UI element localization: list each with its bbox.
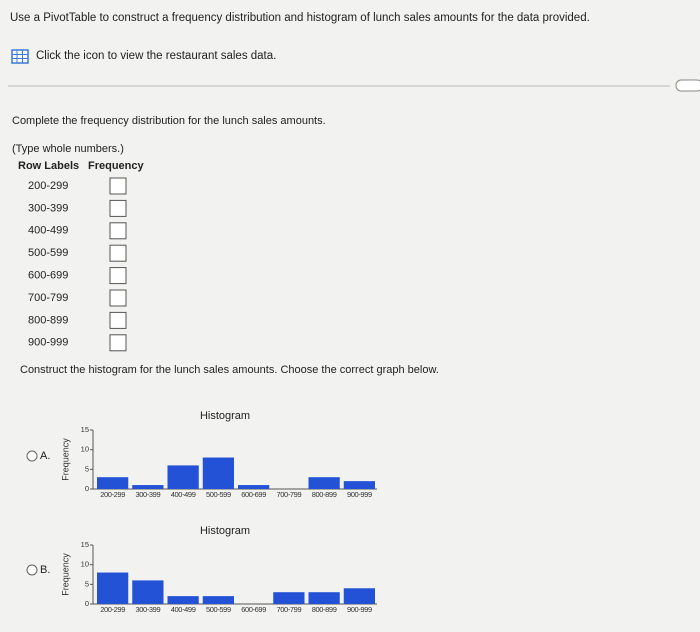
bar bbox=[343, 481, 375, 489]
frequency-input[interactable] bbox=[109, 267, 127, 285]
y-tick-label: 5 bbox=[85, 464, 89, 473]
bar bbox=[167, 596, 199, 604]
frequency-input[interactable] bbox=[109, 222, 127, 240]
x-tick-label: 700-799 bbox=[277, 490, 302, 499]
chart-title: Histogram bbox=[200, 410, 250, 422]
x-tick-label: 900-999 bbox=[347, 605, 372, 614]
y-axis-label: Frequency bbox=[60, 438, 70, 481]
frequency-input[interactable] bbox=[109, 177, 127, 195]
bar bbox=[132, 485, 164, 489]
row-label: 300-399 bbox=[28, 202, 68, 214]
x-tick-label: 500-599 bbox=[206, 490, 231, 499]
bar bbox=[132, 580, 164, 604]
row-label: 700-799 bbox=[28, 292, 68, 304]
prompt: Complete the frequency distribution for … bbox=[12, 115, 326, 127]
frequency-input[interactable] bbox=[109, 334, 127, 352]
y-tick-label: 5 bbox=[85, 579, 89, 588]
x-tick-label: 700-799 bbox=[277, 605, 302, 614]
bar bbox=[97, 572, 129, 604]
row-label: 600-699 bbox=[28, 270, 68, 282]
x-tick-label: 800-899 bbox=[312, 490, 337, 499]
bar bbox=[97, 477, 129, 489]
row-label: 500-599 bbox=[28, 247, 68, 259]
row-label: 200-299 bbox=[28, 180, 68, 192]
y-tick-label: 15 bbox=[81, 540, 89, 549]
frequency-input[interactable] bbox=[109, 311, 127, 329]
option-label: A. bbox=[40, 450, 50, 462]
x-tick-label: 300-399 bbox=[136, 490, 161, 499]
bar bbox=[202, 596, 234, 604]
note: (Type whole numbers.) bbox=[12, 143, 124, 155]
option-label: B. bbox=[40, 564, 50, 576]
expand-button[interactable] bbox=[675, 79, 700, 92]
y-tick-label: 0 bbox=[85, 599, 89, 608]
bar bbox=[202, 457, 234, 489]
table-header: Row Labels bbox=[18, 160, 79, 172]
x-tick-label: 800-899 bbox=[312, 605, 337, 614]
y-tick-label: 10 bbox=[81, 445, 89, 454]
x-tick-label: 600-699 bbox=[241, 605, 266, 614]
row-label: 400-499 bbox=[28, 225, 68, 237]
x-tick-label: 900-999 bbox=[347, 490, 372, 499]
instruction: Use a PivotTable to construct a frequenc… bbox=[10, 12, 590, 24]
bar bbox=[167, 465, 199, 489]
bar bbox=[238, 485, 270, 489]
row-label: 900-999 bbox=[28, 337, 68, 349]
bar bbox=[308, 477, 340, 489]
bar bbox=[273, 592, 305, 604]
radio-button[interactable] bbox=[26, 450, 38, 462]
x-tick-label: 600-699 bbox=[241, 490, 266, 499]
x-tick-label: 300-399 bbox=[136, 605, 161, 614]
x-tick-label: 200-299 bbox=[100, 490, 125, 499]
histogram-prompt: Construct the histogram for the lunch sa… bbox=[20, 364, 439, 376]
chart-title: Histogram bbox=[200, 525, 250, 537]
table-header: Frequency bbox=[88, 160, 145, 172]
row-label: 800-899 bbox=[28, 314, 68, 326]
frequency-input[interactable] bbox=[109, 289, 127, 307]
bar bbox=[308, 592, 340, 604]
x-tick-label: 400-499 bbox=[171, 490, 196, 499]
frequency-input[interactable] bbox=[109, 199, 127, 217]
y-axis-label: Frequency bbox=[60, 553, 70, 596]
radio-button[interactable] bbox=[26, 564, 38, 576]
x-tick-label: 200-299 bbox=[100, 605, 125, 614]
y-tick-label: 0 bbox=[85, 484, 89, 493]
frequency-input[interactable] bbox=[109, 244, 127, 262]
y-tick-label: 15 bbox=[81, 425, 89, 434]
data-link[interactable]: Click the icon to view the restaurant sa… bbox=[36, 50, 276, 62]
x-tick-label: 400-499 bbox=[171, 605, 196, 614]
bar bbox=[343, 588, 375, 604]
x-tick-label: 500-599 bbox=[206, 605, 231, 614]
y-tick-label: 10 bbox=[81, 560, 89, 569]
data-icon[interactable] bbox=[11, 49, 29, 64]
